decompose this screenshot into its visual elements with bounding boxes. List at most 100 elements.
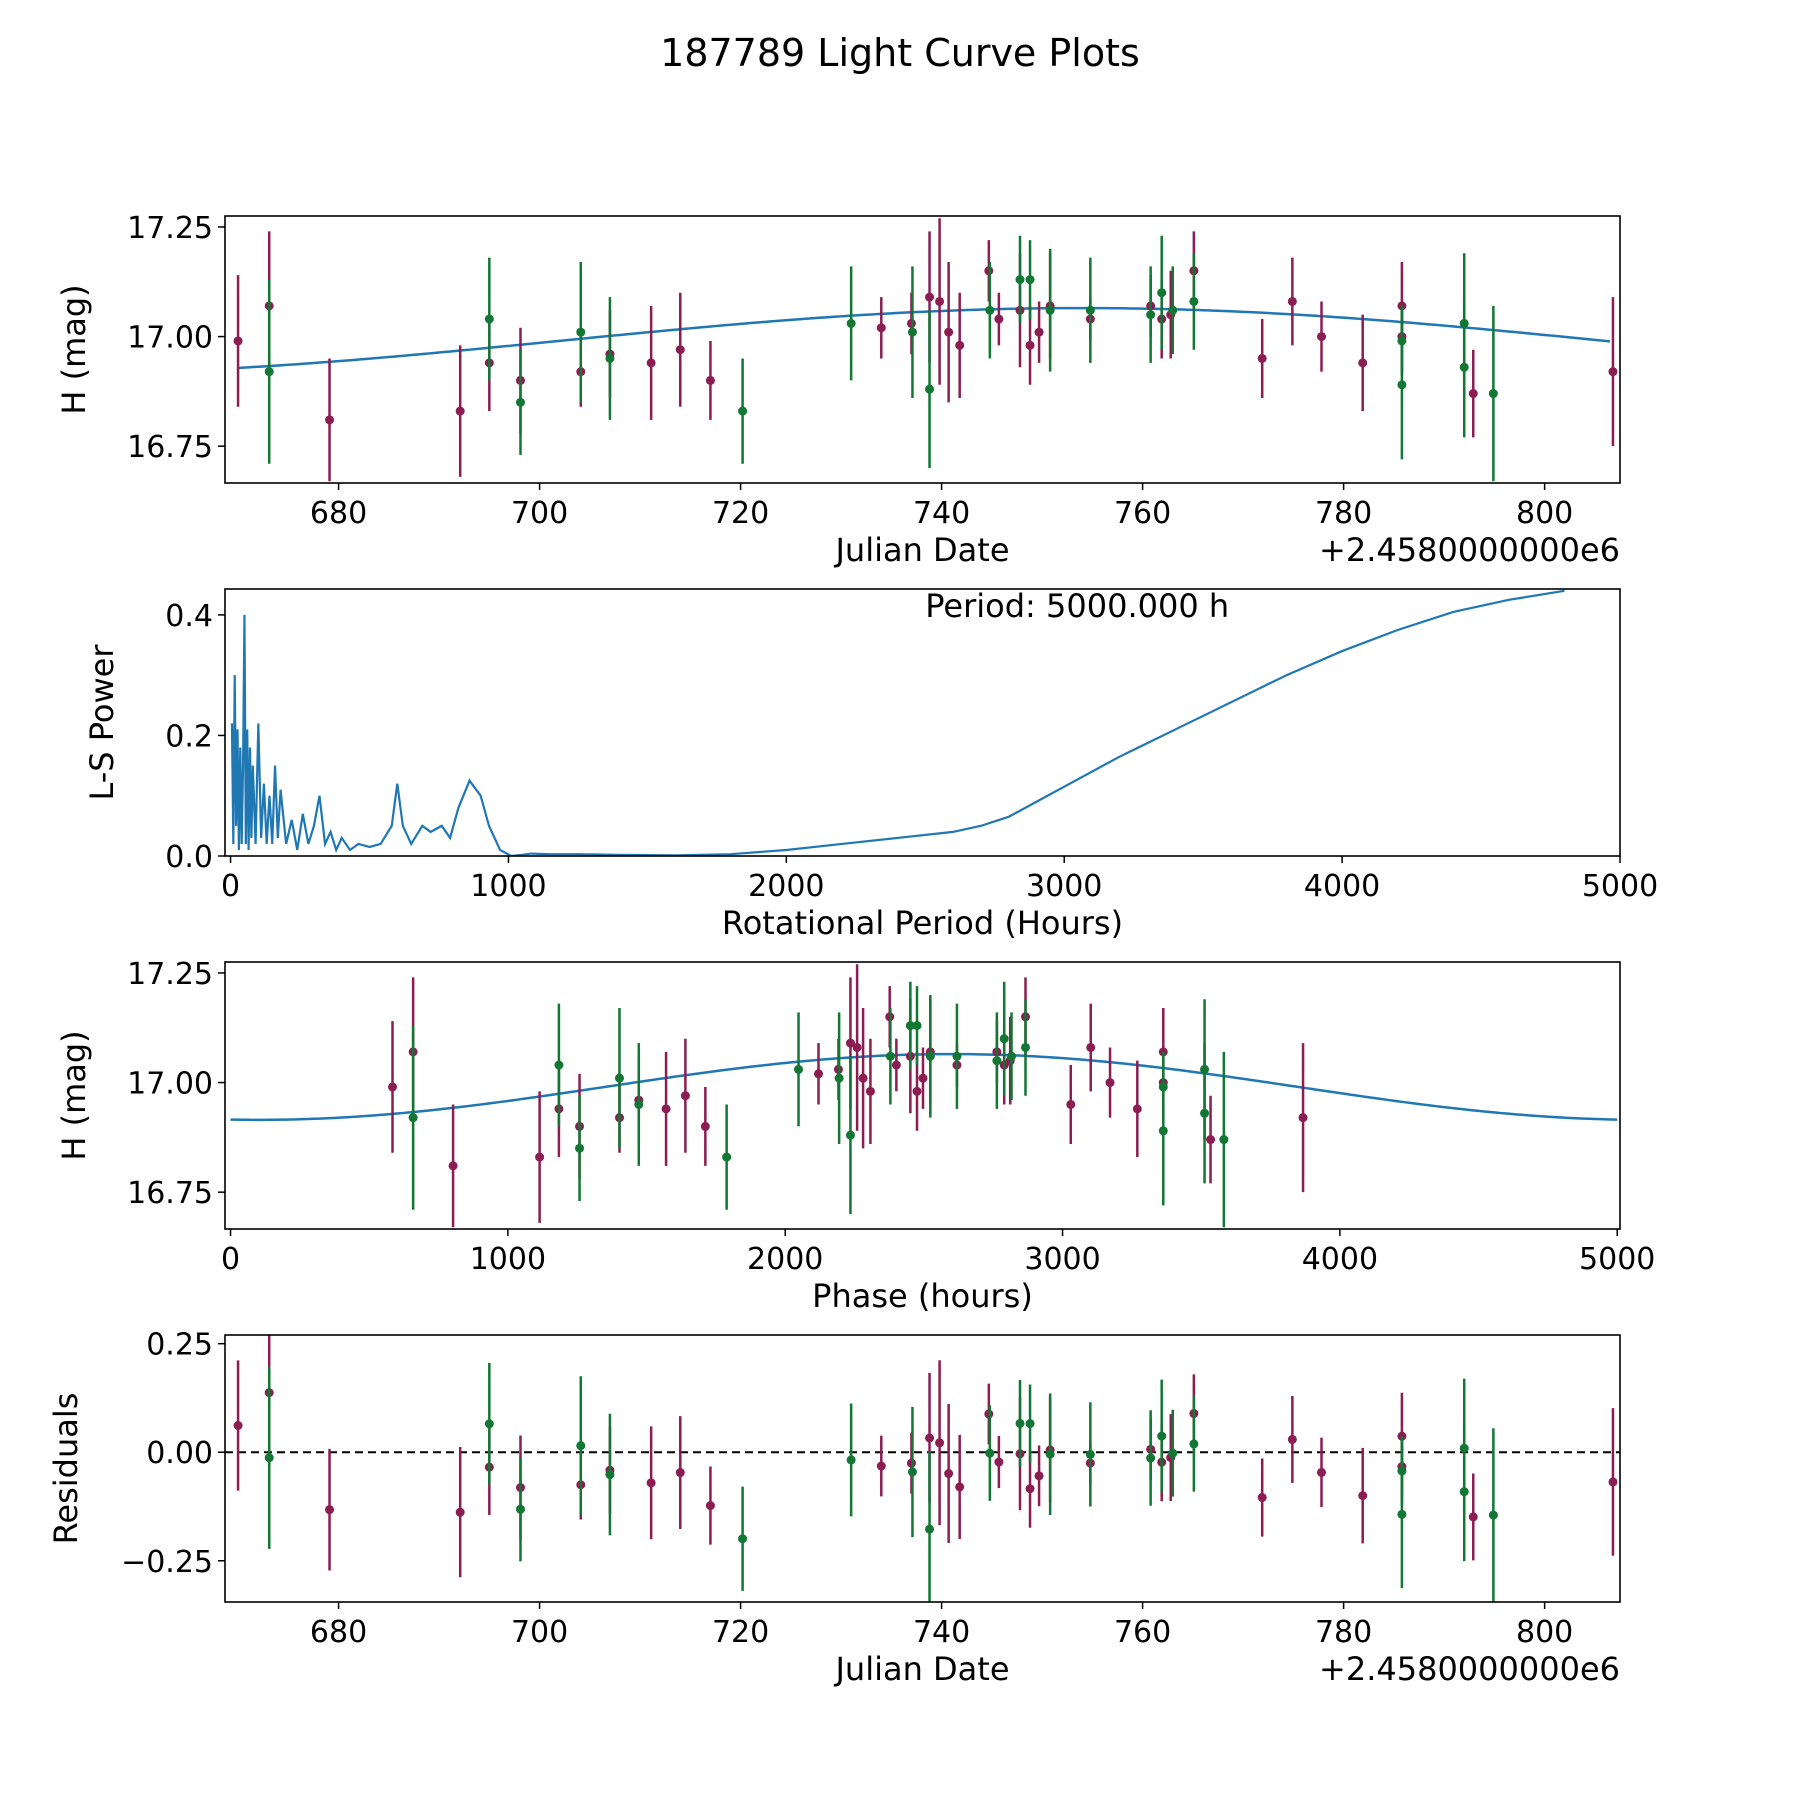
data-point <box>1158 1082 1168 1092</box>
data-point <box>907 1467 917 1477</box>
x-tick-label: 0 <box>221 1242 240 1277</box>
x-axis-label: Rotational Period (Hours) <box>722 904 1123 942</box>
data-point <box>985 305 995 315</box>
data-point <box>680 1091 690 1101</box>
data-point <box>1397 1509 1407 1519</box>
data-point <box>388 1082 398 1092</box>
y-axis-label: Residuals <box>47 1393 85 1545</box>
data-point <box>722 1152 732 1162</box>
y-axis-label: H (mag) <box>55 1030 93 1160</box>
y-tick-label: 16.75 <box>127 1176 213 1211</box>
x-tick-label: 2000 <box>747 1242 823 1277</box>
data-point <box>1317 332 1327 342</box>
x-tick-label: 780 <box>1315 1615 1372 1650</box>
data-point <box>1085 305 1095 315</box>
axes-frame <box>224 588 1621 857</box>
x-tick-label: 700 <box>511 496 568 531</box>
data-point <box>1468 389 1478 399</box>
x-tick-label: 5000 <box>1582 869 1658 904</box>
data-point <box>1021 1042 1031 1052</box>
data-point <box>1219 1135 1229 1145</box>
data-point <box>455 406 465 416</box>
data-point <box>408 1113 418 1123</box>
data-point <box>1189 1439 1199 1449</box>
data-point <box>845 1038 855 1048</box>
x-tick-label: 760 <box>1114 496 1171 531</box>
data-point <box>1086 1042 1096 1052</box>
panel-light-curve: 680 700 720 740 760 780 800 16.75 17.00 17.25 Juli… <box>55 211 1621 569</box>
plot-area <box>230 964 1618 1228</box>
x-tick-label: 780 <box>1315 496 1372 531</box>
data-point <box>661 1104 671 1114</box>
data-point <box>1157 288 1167 298</box>
data-point <box>1488 389 1498 399</box>
axes-frame <box>224 961 1621 1230</box>
figure-title: 187789 Light Curve Plots <box>660 31 1140 75</box>
data-point <box>738 1534 748 1544</box>
data-point <box>876 323 886 333</box>
y-axis-label: H (mag) <box>55 284 93 414</box>
data-point <box>925 1524 935 1534</box>
x-tick-label: 1000 <box>470 869 546 904</box>
data-point <box>813 1069 823 1079</box>
data-point <box>852 1042 862 1052</box>
data-point <box>484 1419 494 1429</box>
model-curve <box>237 306 1611 370</box>
y-tick-label: 17.25 <box>127 957 213 992</box>
data-point <box>925 1051 935 1061</box>
x-tick-label: 680 <box>310 496 367 531</box>
data-point <box>1168 1448 1178 1458</box>
data-point <box>912 1021 922 1031</box>
data-point <box>1146 310 1156 320</box>
data-point <box>905 1021 915 1031</box>
data-point <box>999 1034 1009 1044</box>
data-point <box>1468 1512 1478 1522</box>
data-point <box>1146 1453 1156 1463</box>
y-axis-label: L-S Power <box>83 644 121 801</box>
data-point <box>955 340 965 350</box>
data-point <box>614 1073 624 1083</box>
data-point <box>1397 380 1407 390</box>
panel-residuals: 680 700 720 740 760 780 800 −0.25 0.00 0.25 Julian… <box>47 1328 1621 1688</box>
x-tick-label: 4000 <box>1302 1242 1378 1277</box>
data-point <box>1025 340 1035 350</box>
data-point <box>515 1504 525 1514</box>
data-point <box>876 1461 886 1471</box>
data-point <box>675 345 685 355</box>
periodogram-line <box>230 589 1565 856</box>
y-tick-label: 17.00 <box>127 1067 213 1102</box>
data-point <box>705 1501 715 1511</box>
data-point <box>455 1507 465 1517</box>
data-point <box>992 1056 1002 1066</box>
data-point <box>1358 358 1368 368</box>
data-point <box>907 327 917 337</box>
axes-frame <box>224 215 1621 484</box>
data-point <box>1025 1484 1035 1494</box>
data-point <box>605 1470 615 1480</box>
data-point <box>912 1086 922 1096</box>
data-point <box>944 327 954 337</box>
data-point <box>925 384 935 394</box>
data-point <box>1206 1135 1216 1145</box>
data-point <box>1045 305 1055 315</box>
data-point <box>918 1073 928 1083</box>
plot-area <box>233 218 1618 482</box>
x-tick-label: 800 <box>1516 496 1573 531</box>
data-point <box>1025 275 1035 285</box>
data-point <box>935 1438 945 1448</box>
data-point <box>646 358 656 368</box>
data-point <box>1298 1113 1308 1123</box>
x-tick-label: 0 <box>221 869 240 904</box>
data-point <box>794 1064 804 1074</box>
data-point <box>1608 1477 1618 1487</box>
x-tick-label: 760 <box>1114 1615 1171 1650</box>
data-point <box>1459 1487 1469 1497</box>
data-point <box>576 1441 586 1451</box>
data-point <box>925 1433 935 1443</box>
data-point <box>1257 1493 1267 1503</box>
data-point <box>1317 1467 1327 1477</box>
data-point <box>1257 353 1267 363</box>
y-tick-label: 17.25 <box>127 211 213 246</box>
data-point <box>484 314 494 324</box>
